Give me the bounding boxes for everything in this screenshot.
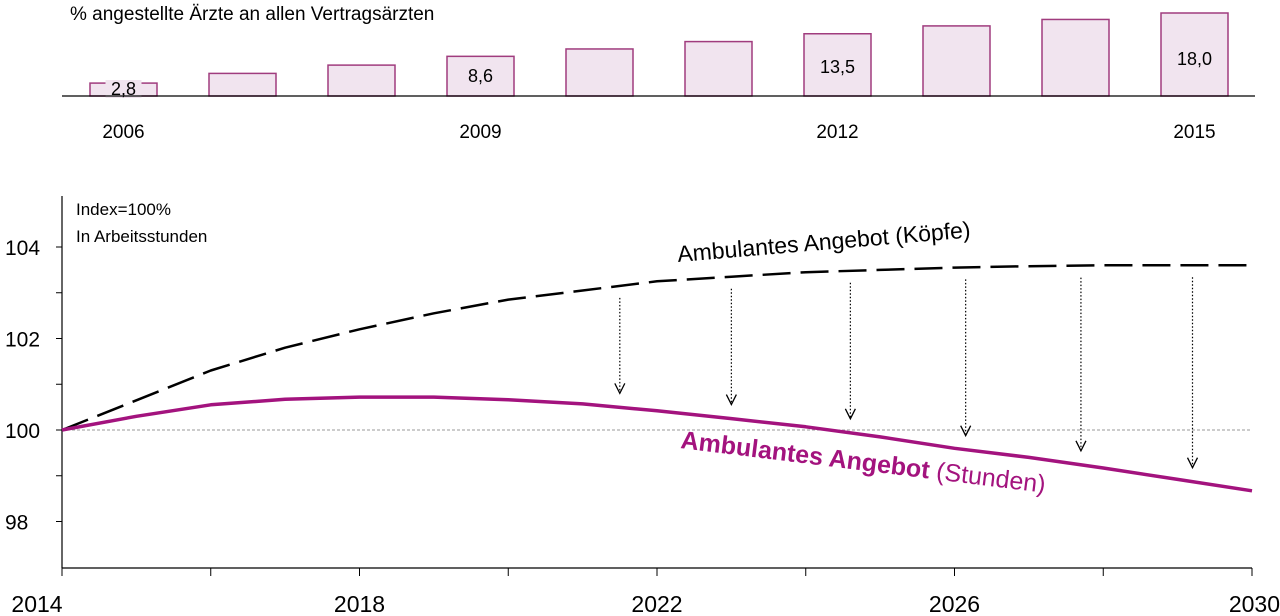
x-tick-label: 2026 — [929, 591, 980, 616]
x-tick-label: 2018 — [334, 591, 385, 616]
bar-2007 — [208, 72, 277, 97]
line-chart: 98 100 102 104 2014 2018 2022 2026 2030 Index=10… — [5, 196, 1280, 616]
hours-annotation: In Arbeitsstunden — [76, 227, 207, 246]
series-label-stunden-suffix: (Stunden) — [935, 458, 1047, 499]
bar-x-tick-label: 2009 — [459, 122, 501, 143]
bar-2014 — [1041, 18, 1110, 97]
bar-2012 — [803, 33, 872, 97]
y-tick-label: 102 — [5, 329, 40, 352]
x-tick-label: 2014 — [11, 591, 62, 616]
arrow-head — [1186, 457, 1199, 470]
series-label-koepfe: Ambulantes Angebot (Köpfe) — [676, 216, 971, 267]
series-label-stunden: Ambulantes Angebot (Stunden) — [679, 426, 1047, 499]
arrow-head — [614, 383, 626, 395]
bar-x-tick-label: 2012 — [816, 122, 858, 143]
index-annotation: Index=100% — [76, 200, 171, 219]
bar-2010 — [565, 48, 634, 97]
line-chart-axes: 98 100 102 104 2014 2018 2022 2026 2030 — [5, 196, 1280, 616]
x-tick-label: 2022 — [631, 591, 682, 616]
bar-chart: % angestellte Ärzte an allen Vertragsärz… — [62, 4, 1255, 143]
bar-2015 — [1160, 12, 1229, 97]
bar-chart-tick-labels: 2006 2009 2012 2015 — [102, 122, 1215, 143]
y-tick-label: 100 — [5, 420, 40, 443]
series-line-stunden — [61, 395, 1253, 493]
arrow-group — [614, 277, 1199, 470]
arrow-head — [1075, 440, 1087, 453]
bar-x-tick-label: 2015 — [1173, 122, 1215, 143]
arrow-head — [960, 425, 972, 438]
bar-2013 — [922, 25, 991, 97]
arrow-head — [725, 394, 737, 407]
series-group — [61, 264, 1253, 493]
bar-value-label: 18,0 — [1177, 49, 1212, 69]
bar-value-label: 8,6 — [468, 66, 493, 86]
bar-x-tick-label: 2006 — [102, 122, 144, 143]
bar-value-label: 13,5 — [820, 57, 855, 77]
bar-2009 — [446, 55, 515, 97]
x-tick-label: 2030 — [1229, 591, 1280, 616]
series-label-stunden-bold: Ambulantes Angebot — [679, 426, 932, 484]
bar-value-label: 2,8 — [111, 79, 136, 99]
bar-2008 — [327, 64, 396, 97]
bar-label-bg — [105, 80, 142, 98]
series-line-koepfe — [61, 264, 1252, 432]
bar-chart-title: % angestellte Ärzte an allen Vertragsärz… — [70, 4, 434, 25]
bar-group: 2,8 8,6 13,5 18,0 — [89, 12, 1229, 99]
y-tick-label: 104 — [5, 237, 40, 260]
y-tick-label: 98 — [5, 512, 28, 535]
arrow-head — [844, 408, 856, 421]
bar-2011 — [684, 40, 753, 97]
